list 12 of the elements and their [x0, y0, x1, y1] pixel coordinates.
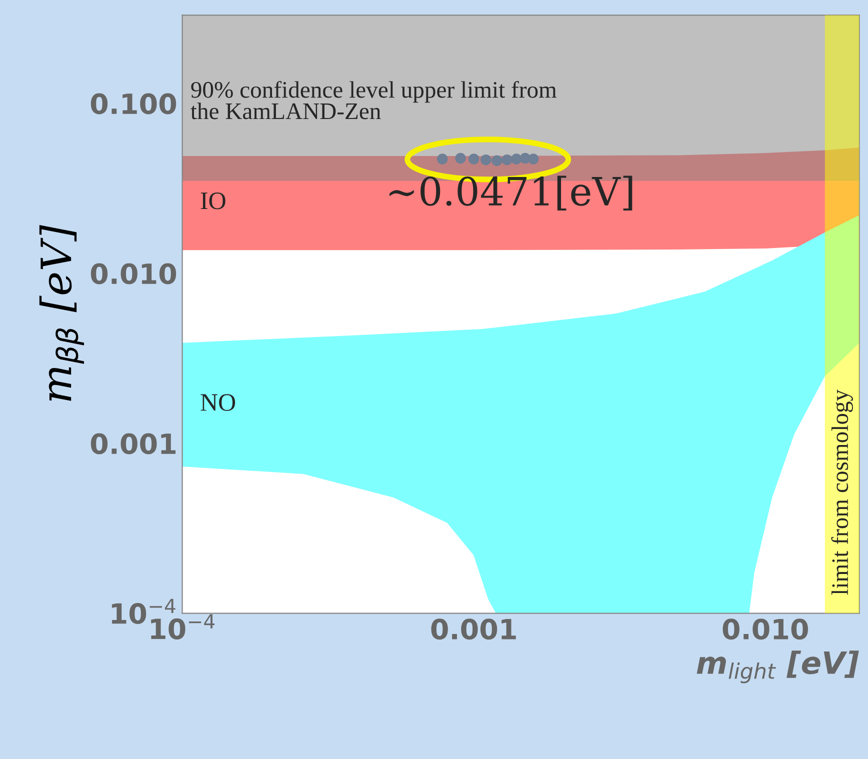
- series-label: IO: [200, 192, 226, 210]
- y-axis-title: m$_{ββ}$ [eV]: [39, 224, 84, 401]
- x-tick-label: 0.010: [722, 618, 808, 640]
- y-tick-label: 0.001: [90, 433, 176, 454]
- y-tick-label: 0.100: [90, 93, 176, 114]
- x-tick-label: 0.001: [431, 618, 516, 640]
- band-label: 90% confidence level upper limit from the KamLAND-Zen: [190, 80, 557, 120]
- y-tick-label: 0.010: [90, 263, 176, 284]
- annotation: ∼0.0471[eV]: [390, 176, 632, 210]
- band-label: limit from cosmology: [831, 389, 853, 595]
- series-label: NO: [200, 394, 236, 411]
- x-axis-title: m$_{light}$ [eV]: [696, 650, 859, 684]
